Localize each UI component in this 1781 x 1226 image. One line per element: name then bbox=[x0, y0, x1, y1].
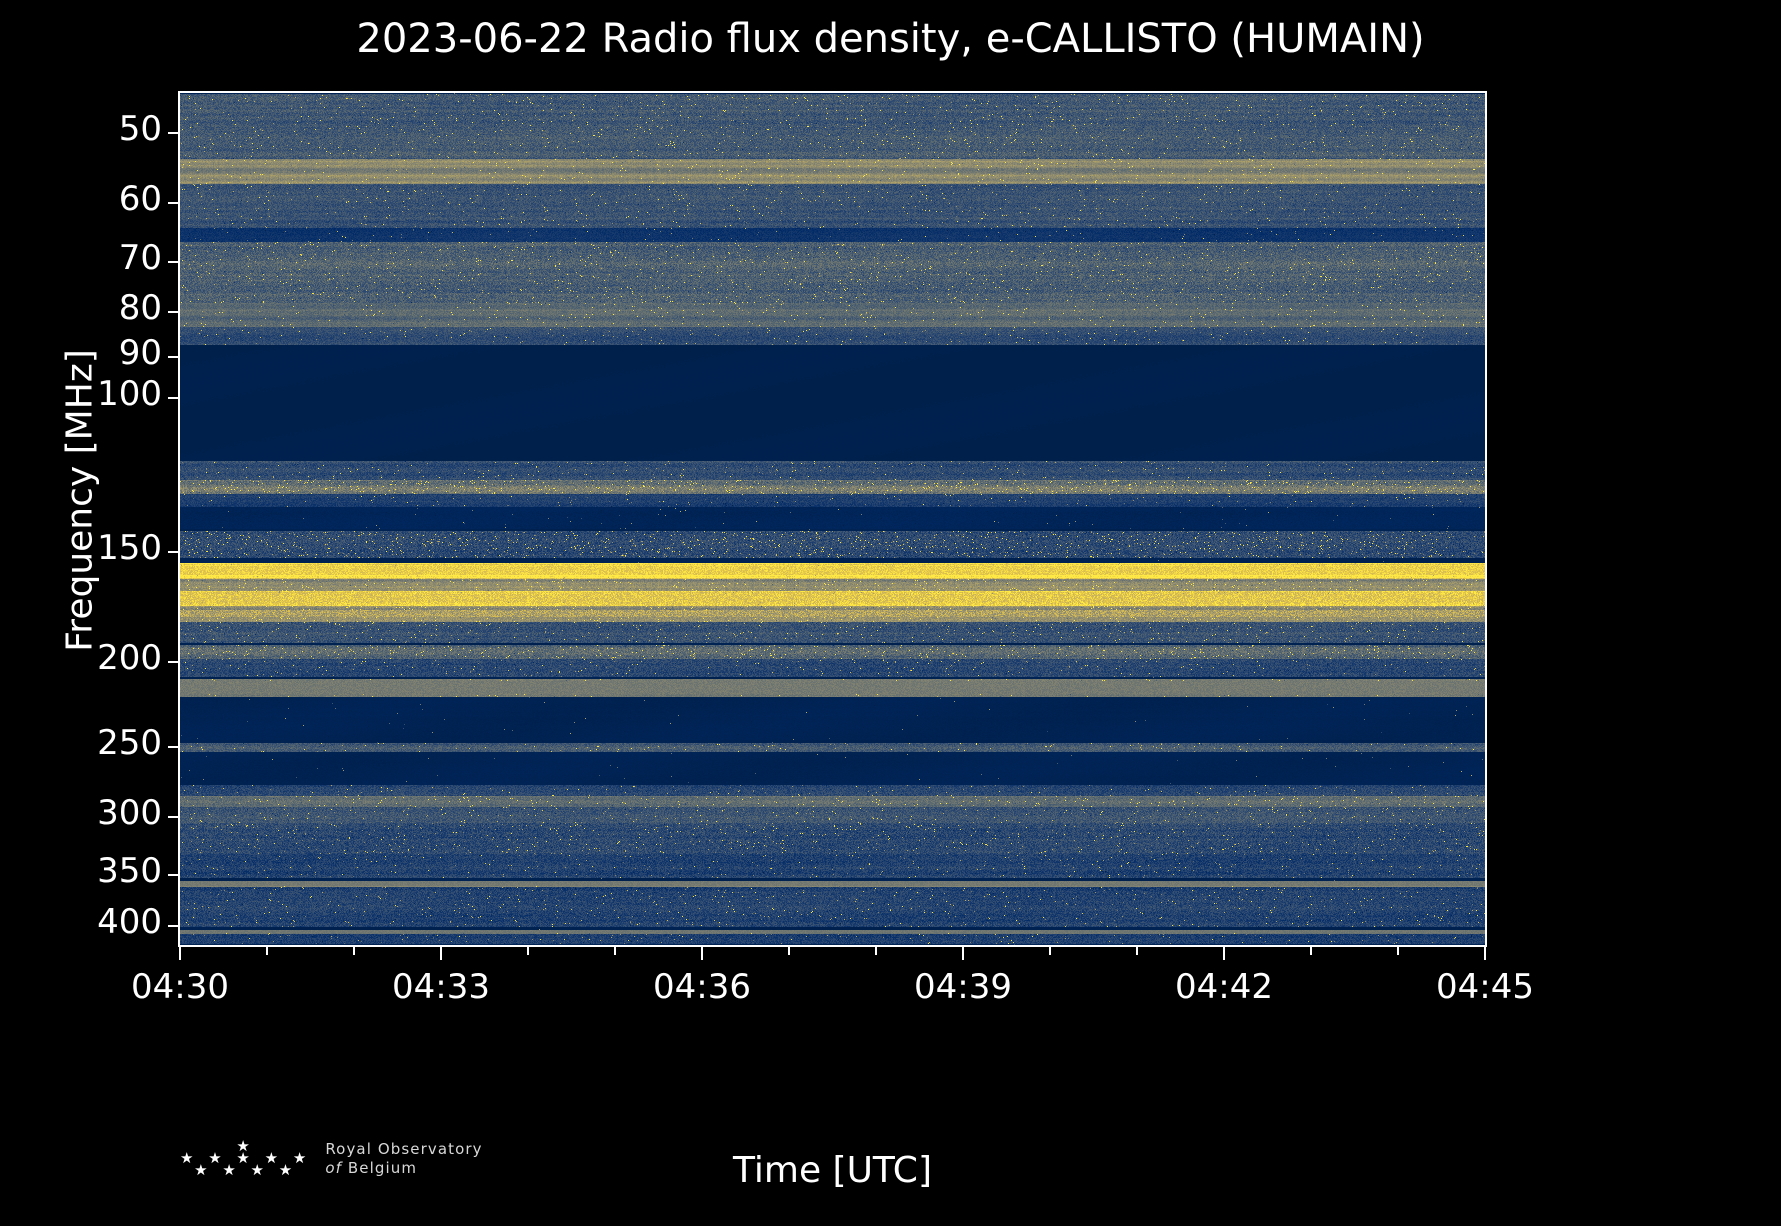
logo-text: Royal Observatory of Belgium bbox=[325, 1140, 482, 1178]
x-tick-mark-major bbox=[440, 947, 442, 960]
x-tick-label: 04:45 bbox=[1436, 967, 1534, 1007]
x-tick-mark-minor bbox=[1136, 947, 1138, 955]
x-tick-mark-minor bbox=[875, 947, 877, 955]
x-tick-mark-minor bbox=[353, 947, 355, 955]
y-tick-label: 300 bbox=[97, 792, 162, 833]
logo-of-word: of bbox=[325, 1158, 342, 1177]
x-tick-mark-minor bbox=[266, 947, 268, 955]
x-tick-mark-minor bbox=[788, 947, 790, 955]
logo-line-royal-observatory: Royal Observatory bbox=[325, 1140, 483, 1158]
y-tick-label: 400 bbox=[97, 902, 162, 943]
star-row-top: ★ bbox=[236, 1137, 255, 1156]
axis-spine-top bbox=[178, 91, 1487, 93]
x-tick-label: 04:30 bbox=[131, 967, 229, 1007]
x-tick-label: 04:39 bbox=[914, 967, 1012, 1007]
axis-spine-bottom bbox=[178, 945, 1487, 947]
x-tick-mark-minor bbox=[1397, 947, 1399, 955]
star-row-middle: ★ ★ ★ ★ ★ bbox=[180, 1148, 312, 1167]
y-tick-label: 350 bbox=[97, 851, 162, 892]
x-tick-mark-minor bbox=[1310, 947, 1312, 955]
spectrogram-heatmap[interactable] bbox=[180, 93, 1485, 945]
x-tick-mark-major bbox=[1484, 947, 1486, 960]
x-tick-mark-minor bbox=[527, 947, 529, 955]
royal-observatory-logo: ★ ★ ★ ★ ★ ★ ★ ★ ★ ★ Royal Observatory of… bbox=[180, 1137, 483, 1179]
x-tick-mark-minor bbox=[614, 947, 616, 955]
logo-belgium-word: Belgium bbox=[347, 1158, 418, 1177]
star-row-bottom: ★ ★ ★ ★ bbox=[194, 1160, 298, 1179]
y-tick-label: 50 bbox=[118, 109, 162, 150]
x-tick-mark-major bbox=[701, 947, 703, 960]
x-axis-label: Time [UTC] bbox=[732, 1150, 932, 1191]
x-tick-mark-major bbox=[1223, 947, 1225, 960]
x-tick-label: 04:33 bbox=[392, 967, 490, 1007]
x-tick-mark-minor bbox=[1049, 947, 1051, 955]
axis-spine-right bbox=[1485, 93, 1487, 947]
y-tick-label: 60 bbox=[118, 178, 162, 219]
x-tick-mark-major bbox=[962, 947, 964, 960]
chart-title: 2023-06-22 Radio flux density, e-CALLIST… bbox=[356, 16, 1425, 62]
x-tick-label: 04:42 bbox=[1175, 967, 1273, 1007]
logo-stars-icon: ★ ★ ★ ★ ★ ★ ★ ★ ★ ★ bbox=[180, 1137, 312, 1179]
x-tick-label: 04:36 bbox=[653, 967, 751, 1007]
axis-spine-left bbox=[178, 93, 180, 947]
x-tick-mark-major bbox=[179, 947, 181, 960]
y-axis-label: Frequency [MHz] bbox=[59, 349, 101, 652]
logo-line-of-belgium: of Belgium bbox=[325, 1159, 482, 1178]
spectrogram-plot-area[interactable] bbox=[180, 93, 1485, 945]
